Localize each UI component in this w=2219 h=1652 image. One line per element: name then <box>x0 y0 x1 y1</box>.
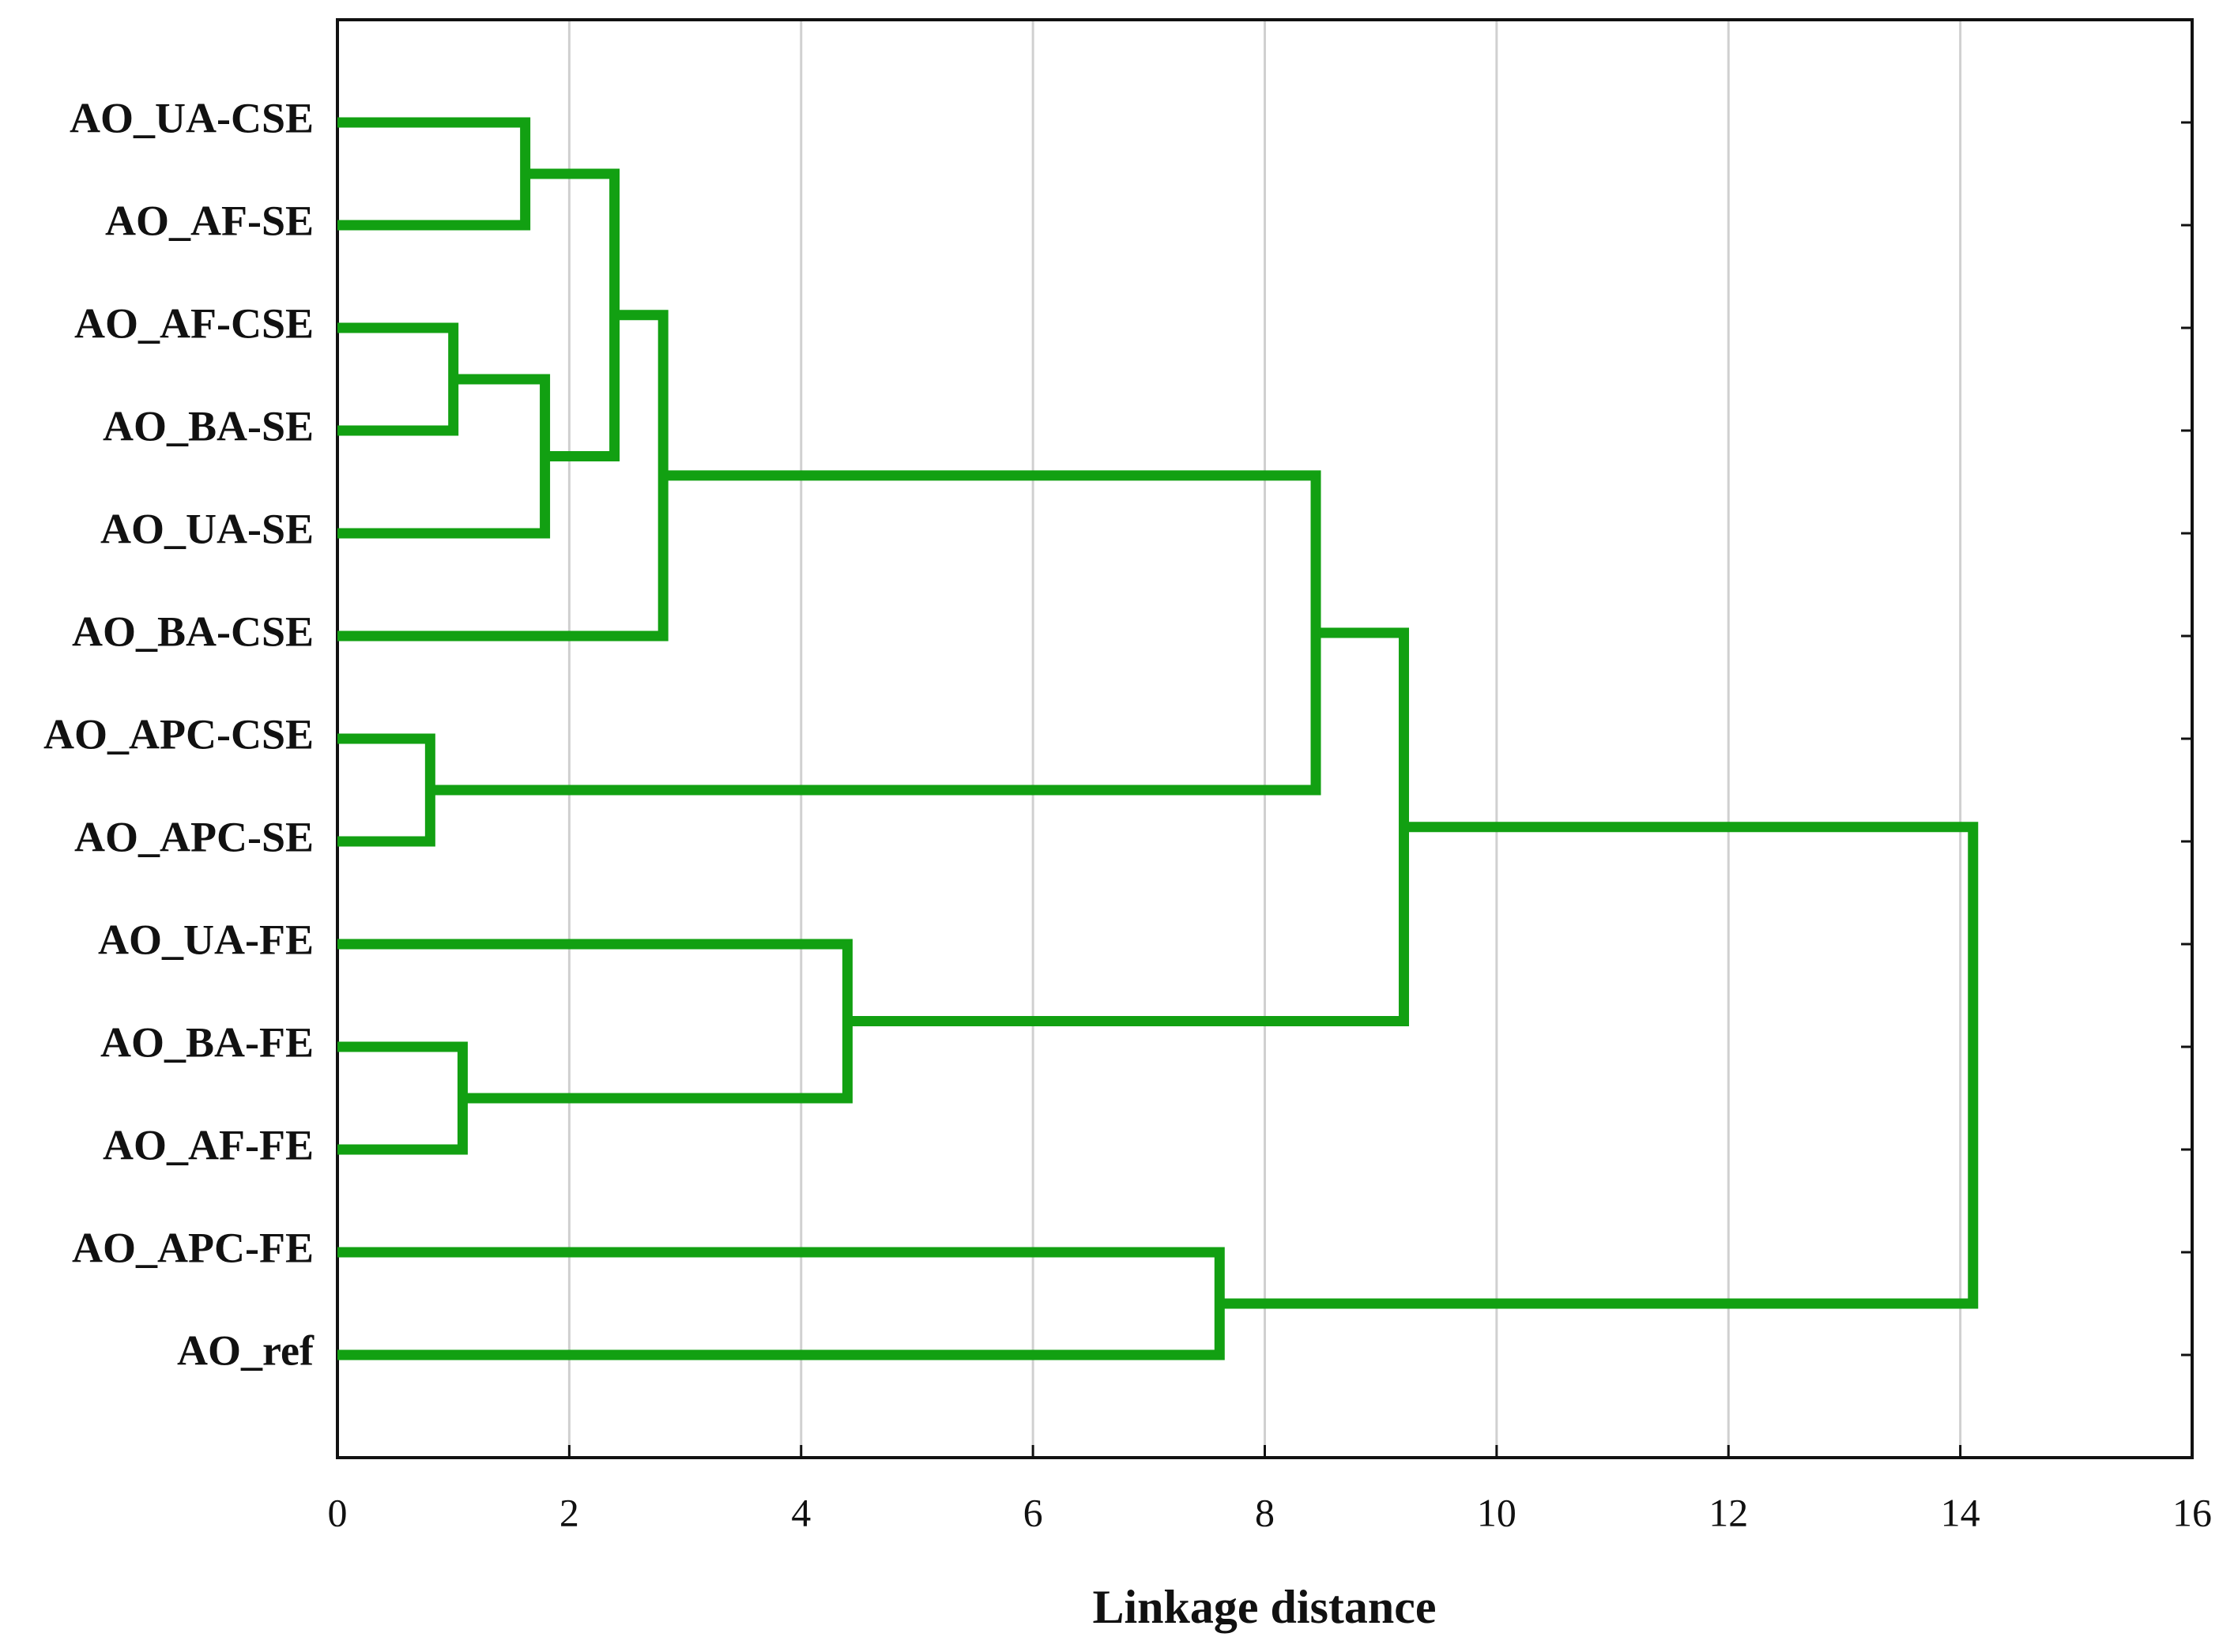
merge-link <box>337 1041 468 1155</box>
leaf-label: AO_AF-CSE <box>74 299 314 347</box>
merge-link <box>337 733 435 847</box>
x-tick-label: 12 <box>1709 1490 1748 1534</box>
leaf-label: AO_APC-FE <box>72 1224 314 1271</box>
merge-link <box>337 322 459 436</box>
leaf-label: AO_AF-SE <box>105 197 314 244</box>
leaf-label: AO_UA-CSE <box>70 94 314 141</box>
x-tick-label: 0 <box>328 1490 348 1534</box>
merge-link <box>337 117 531 231</box>
x-tick-label: 14 <box>1941 1490 1980 1534</box>
merge-link <box>430 470 1321 796</box>
x-tick-label: 10 <box>1477 1490 1516 1534</box>
x-tick-label: 6 <box>1023 1490 1043 1534</box>
leaf-label: AO_UA-FE <box>98 916 314 963</box>
merge-link <box>337 939 853 1104</box>
leaf-label: AO_BA-SE <box>103 402 314 450</box>
merge-link <box>1219 822 1979 1309</box>
x-tick-label: 2 <box>559 1490 579 1534</box>
merge-link <box>337 1247 1225 1360</box>
x-axis-title: Linkage distance <box>1092 1581 1436 1633</box>
leaf-label: AO_AF-FE <box>103 1121 314 1168</box>
leaf-label: AO_APC-CSE <box>43 710 314 758</box>
x-tick-label: 16 <box>2172 1490 2212 1534</box>
x-tick-label: 8 <box>1255 1490 1275 1534</box>
merge-link <box>337 374 551 539</box>
leaf-label: AO_UA-SE <box>100 505 314 552</box>
leaf-label: AO_ref <box>177 1326 315 1374</box>
leaf-label: AO_BA-FE <box>100 1018 314 1066</box>
x-tick-label: 4 <box>791 1490 811 1534</box>
leaf-label: AO_APC-SE <box>74 813 314 860</box>
leaf-label: AO_BA-CSE <box>72 608 314 655</box>
merge-link <box>525 168 620 461</box>
